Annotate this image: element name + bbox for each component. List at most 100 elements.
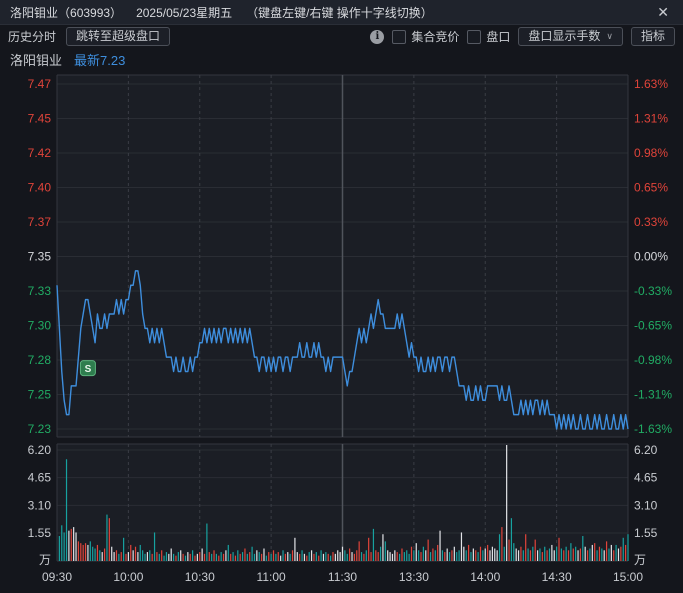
volume-bar: [467, 544, 470, 561]
volume-bar: [420, 552, 422, 561]
volume-bar: [196, 553, 198, 561]
volume-bar: [220, 552, 222, 561]
volume-bar: [308, 552, 310, 561]
volume-bar: [415, 543, 417, 561]
chart-svg[interactable]: 7.47 1.63% 7.45 1.31% 7.42 0.98% 7.40 0.65% 7.37…: [0, 70, 683, 588]
volume-bar: [184, 555, 187, 561]
volume-bar: [134, 546, 137, 561]
volume-bar: [377, 552, 379, 561]
volume-bar: [261, 553, 263, 561]
tab-history-intraday[interactable]: 历史分时: [8, 30, 57, 44]
close-icon[interactable]: ✕: [657, 4, 669, 20]
volume-bar: [139, 544, 141, 561]
volume-bar: [299, 553, 301, 561]
volume-bar: [106, 514, 108, 561]
volume-bar: [239, 553, 241, 561]
volume-bar: [172, 553, 175, 561]
volume-bar: [313, 553, 315, 561]
volume-bar: [213, 550, 215, 561]
volume-bar: [586, 550, 589, 561]
intraday-chart[interactable]: 7.47 1.63% 7.45 1.31% 7.42 0.98% 7.40 0.65% 7.37…: [0, 70, 683, 588]
auction-checkbox-label: 集合竞价: [411, 30, 460, 44]
volume-bar: [532, 546, 534, 561]
volume-bar: [127, 552, 129, 561]
volume-bar: [482, 550, 484, 561]
indicator-button[interactable]: 指标: [630, 27, 675, 46]
auction-checkbox-group[interactable]: 集合竞价: [392, 28, 459, 45]
pankou-checkbox[interactable]: [467, 29, 482, 44]
volume-bar: [558, 537, 560, 561]
lots-display-dropdown-label: 盘口显示手数: [528, 29, 601, 43]
volume-bar: [608, 548, 610, 561]
volume-bar: [429, 552, 432, 561]
time-axis-label: 11:00: [257, 570, 286, 584]
volume-bar: [594, 543, 596, 561]
volume-bar: [315, 552, 317, 561]
volume-bar: [103, 548, 106, 561]
volume-bar: [346, 553, 348, 561]
volume-bar: [349, 548, 351, 561]
info-row: 洛阳钼业 最新7.23: [0, 48, 683, 70]
price-axis-label: 7.33: [28, 284, 52, 298]
lots-display-dropdown[interactable]: 盘口显示手数 ∨: [518, 27, 623, 46]
price-axis-label: 7.35: [28, 250, 52, 264]
volume-bar: [489, 550, 491, 561]
info-icon[interactable]: i: [370, 29, 385, 44]
volume-bar: [337, 550, 339, 561]
volume-bar: [130, 544, 132, 561]
volume-bar: [527, 548, 529, 561]
volume-bar: [272, 550, 275, 561]
volume-bar: [203, 553, 206, 561]
volume-bar: [501, 527, 503, 561]
volume-bar: [168, 553, 170, 561]
volume-bar: [399, 553, 401, 561]
time-axis-label: 15:00: [613, 570, 643, 584]
volume-bar: [517, 550, 520, 561]
volume-bar: [182, 553, 184, 561]
volume-bar: [322, 553, 325, 561]
volume-bar: [603, 550, 605, 561]
volume-bar: [491, 546, 493, 561]
volume-bar: [534, 539, 536, 561]
sell-marker: [79, 360, 96, 377]
volume-bar: [406, 550, 408, 561]
volume-axis-label: 1.55: [634, 526, 658, 540]
volume-bar: [96, 544, 99, 561]
volume-bar: [515, 548, 517, 561]
stock-name: 洛阳钼业: [10, 5, 59, 20]
time-axis-label: 14:30: [542, 570, 572, 584]
pankou-checkbox-group[interactable]: 盘口: [467, 28, 510, 45]
volume-bar: [234, 555, 237, 561]
volume-bar: [230, 553, 232, 561]
volume-bar: [448, 552, 451, 561]
volume-bar: [330, 555, 332, 561]
volume-bar: [620, 546, 622, 561]
pct-axis-label: -0.65%: [634, 319, 672, 333]
volume-bar: [389, 552, 391, 561]
volume-bar: [536, 550, 539, 561]
volume-bar: [108, 518, 110, 561]
auction-checkbox[interactable]: [392, 29, 407, 44]
volume-bar: [61, 525, 63, 561]
volume-bar: [451, 550, 453, 561]
volume-axis-label: 4.65: [634, 471, 658, 485]
volume-bar: [425, 550, 427, 561]
volume-bar: [477, 552, 479, 561]
volume-bar: [277, 552, 279, 561]
volume-bar: [391, 553, 394, 561]
volume-bar: [382, 534, 384, 561]
trade-date: 2025/05/23星期五: [136, 5, 233, 20]
volume-bar: [387, 550, 389, 561]
volume-bar: [94, 548, 96, 561]
time-axis-label: 10:30: [185, 570, 215, 584]
jump-super-pankou-button[interactable]: 跳转至超级盘口: [66, 27, 171, 46]
volume-bar: [596, 550, 598, 561]
volume-bar: [101, 552, 103, 561]
volume-bar: [225, 550, 227, 561]
volume-bar: [218, 555, 220, 561]
volume-bar: [479, 546, 482, 561]
volume-bar: [113, 552, 115, 561]
volume-bar: [487, 544, 489, 561]
volume-bar: [165, 552, 168, 561]
volume-bar: [118, 553, 120, 561]
